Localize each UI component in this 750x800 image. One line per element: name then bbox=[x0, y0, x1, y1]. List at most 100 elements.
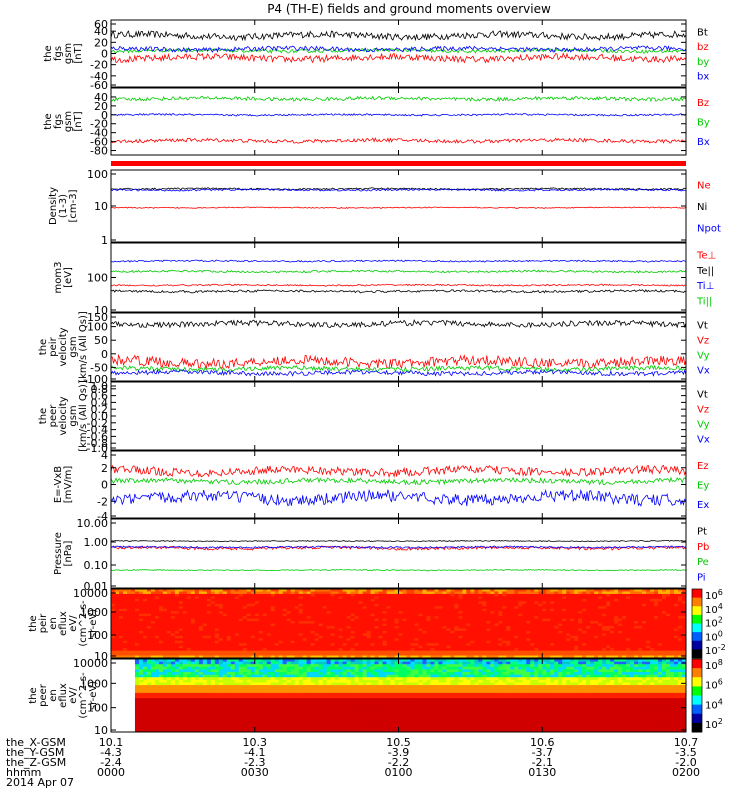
y-axis-label: peer bbox=[48, 404, 59, 428]
series-line-Ex bbox=[110, 488, 687, 507]
y-axis-label: velocity bbox=[58, 327, 69, 366]
y-axis-label: Density bbox=[48, 187, 59, 225]
y-axis-label: (cm^2-s- bbox=[78, 600, 89, 647]
colorbar-tick-label: 108 bbox=[705, 658, 723, 672]
y-axis-label: gsm bbox=[63, 43, 74, 64]
series-line-Vx bbox=[110, 369, 687, 377]
series-line-Vy bbox=[110, 364, 687, 373]
y-axis-label: fgs bbox=[53, 46, 64, 61]
y-axis-label: [km/s (All Qs)] bbox=[78, 380, 89, 452]
y-tick-label: -0.4 bbox=[87, 424, 108, 437]
x-axis-footer: the_X-GSM 10.1 10.3 10.5 10.6 10.7 the_Y-GSM -4… bbox=[6, 736, 700, 789]
series-line-Vt bbox=[110, 319, 687, 329]
y-axis-label: [nT] bbox=[73, 111, 84, 131]
legend-Vt: Vt bbox=[697, 390, 708, 401]
y-tick-label: 100 bbox=[87, 629, 108, 642]
y-axis-label: [eV] bbox=[63, 267, 74, 288]
y-tick-label: 0 bbox=[101, 348, 108, 361]
y-axis-label: sr-eV) bbox=[88, 609, 99, 638]
y-tick-label: -0.2 bbox=[87, 417, 108, 430]
legend-Pt: Pt bbox=[697, 527, 707, 538]
series-line-bx bbox=[110, 45, 687, 54]
y-tick-label: -60 bbox=[90, 136, 108, 149]
legend-Ey: Ey bbox=[697, 481, 709, 492]
y-tick-label: 0 bbox=[101, 48, 108, 61]
series-line-Bz bbox=[110, 137, 687, 144]
x-axis-value: -2.4 bbox=[100, 756, 121, 769]
legend-Ti⊥: Ti⊥ bbox=[696, 281, 714, 292]
y-tick-label: 60 bbox=[94, 18, 108, 31]
y-tick-label: -40 bbox=[90, 127, 108, 140]
y-axis-label: [nPa] bbox=[63, 540, 74, 566]
y-tick-label: 100 bbox=[87, 321, 108, 334]
series-line-Ne bbox=[110, 206, 687, 209]
y-tick-label: 10000 bbox=[73, 657, 108, 670]
panel-frame bbox=[110, 169, 687, 243]
panel-frame bbox=[110, 19, 687, 88]
series-line-By bbox=[111, 95, 687, 103]
x-axis-value: 0000 bbox=[97, 766, 125, 779]
y-tick-label: 100 bbox=[87, 168, 108, 181]
x-axis-value: 10.5 bbox=[386, 736, 411, 749]
y-axis-label: eflux bbox=[58, 683, 69, 708]
y-tick-label: 20 bbox=[94, 36, 108, 49]
figure-title: P4 (TH-E) fields and ground moments over… bbox=[267, 2, 551, 16]
series-line-Te|| bbox=[110, 289, 687, 294]
x-axis-value: -3.9 bbox=[388, 746, 409, 759]
series-line-Bx bbox=[110, 112, 687, 117]
series-line-Npot bbox=[110, 188, 686, 192]
x-axis-value: -4.3 bbox=[100, 746, 121, 759]
y-axis-label: en bbox=[48, 689, 59, 702]
legend-Bt: Bt bbox=[697, 27, 708, 38]
colorbar-segment bbox=[692, 713, 702, 724]
y-axis-label: mom3 bbox=[53, 262, 64, 294]
y-tick-label: 2 bbox=[101, 462, 108, 475]
y-tick-label: 1.0 bbox=[91, 380, 109, 393]
y-tick-label: -4 bbox=[97, 510, 108, 523]
series-line-Pt bbox=[110, 539, 687, 543]
series-line-Ey bbox=[110, 476, 687, 486]
y-tick-label: -40 bbox=[90, 70, 108, 83]
y-axis-label: gsm bbox=[63, 111, 74, 132]
legend-Bx: Bx bbox=[697, 137, 710, 148]
legend-Vx: Vx bbox=[697, 366, 710, 377]
y-tick-label: -2 bbox=[97, 495, 108, 508]
colorbar-segment bbox=[692, 606, 702, 616]
legend-Pi: Pi bbox=[697, 572, 706, 583]
colorbar-tick-label: 104 bbox=[705, 602, 723, 616]
x-axis-value: -3.7 bbox=[532, 746, 553, 759]
series-line-Ti⊥ bbox=[110, 259, 687, 263]
y-tick-label: 10.00 bbox=[77, 517, 109, 530]
x-axis-value: 0200 bbox=[672, 766, 700, 779]
x-axis-row-label: the_Y-GSM bbox=[6, 746, 64, 759]
x-axis-value: -4.1 bbox=[244, 746, 265, 759]
y-tick-label: -0.8 bbox=[87, 437, 108, 450]
panel-p7: 42 0 -2 -4 E=-VxB [mV/m] Ez Ey Ex bbox=[53, 449, 709, 523]
y-axis-label: [km/s (All Qs)] bbox=[78, 311, 89, 383]
y-tick-label: 50 bbox=[94, 334, 108, 347]
panel-frame bbox=[110, 518, 687, 589]
y-axis-label: gsm bbox=[68, 336, 79, 357]
x-axis-row-label: the_Z-GSM bbox=[6, 756, 66, 769]
y-axis-label: peer bbox=[38, 683, 49, 707]
y-tick-label: 0.4 bbox=[91, 396, 109, 409]
legend-Vy: Vy bbox=[697, 351, 710, 362]
y-axis-label: (cm^2-s- bbox=[78, 672, 89, 719]
y-tick-label: 0 bbox=[101, 479, 108, 492]
legend-Ez: Ez bbox=[697, 461, 709, 472]
y-tick-label: 1000 bbox=[80, 677, 108, 690]
legend-Vz: Vz bbox=[697, 336, 709, 347]
series-line-Ni bbox=[111, 187, 687, 191]
legend-Pb: Pb bbox=[697, 542, 709, 553]
y-tick-label: -20 bbox=[90, 59, 108, 72]
y-tick-label: -0.6 bbox=[87, 430, 108, 443]
x-axis-row-label: the_X-GSM bbox=[6, 736, 66, 749]
y-axis-label: the bbox=[43, 113, 54, 129]
y-tick-label: 4 bbox=[101, 449, 108, 462]
y-tick-label: 10 bbox=[94, 650, 108, 663]
y-tick-label: 150 bbox=[87, 311, 108, 324]
series-line-Ti|| bbox=[110, 269, 687, 274]
